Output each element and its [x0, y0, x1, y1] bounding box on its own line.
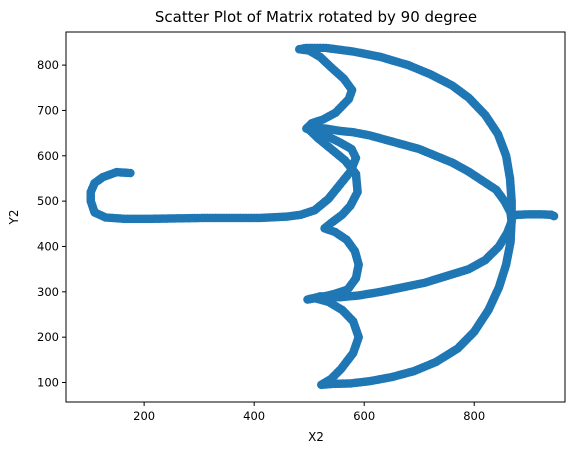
plot-frame [65, 31, 566, 403]
y-tick-label: 100 [37, 376, 59, 390]
y-tick-label: 300 [37, 285, 59, 299]
y-tick-label: 200 [37, 330, 59, 344]
scatter-marks [86, 43, 559, 390]
y-tick-label: 700 [37, 103, 59, 117]
x-tick-label: 800 [463, 409, 485, 423]
y-tick-label: 500 [37, 194, 59, 208]
scatter-point [549, 211, 559, 221]
y-tick-label: 400 [37, 239, 59, 253]
y-axis-label: Y2 [7, 210, 21, 226]
chart-title: Scatter Plot of Matrix rotated by 90 deg… [155, 8, 477, 26]
x-axis-label: X2 [308, 430, 324, 444]
x-tick-label: 600 [353, 409, 375, 423]
x-tick-label: 200 [133, 409, 155, 423]
scatter-point [304, 294, 314, 304]
y-tick-label: 800 [37, 58, 59, 72]
x-axis-ticks: 200 400 600 800 [133, 402, 485, 423]
x-tick-label: 400 [243, 409, 265, 423]
y-axis-ticks: 100 200 300 400 500 600 700 800 [37, 58, 66, 390]
y-tick-label: 600 [37, 149, 59, 163]
